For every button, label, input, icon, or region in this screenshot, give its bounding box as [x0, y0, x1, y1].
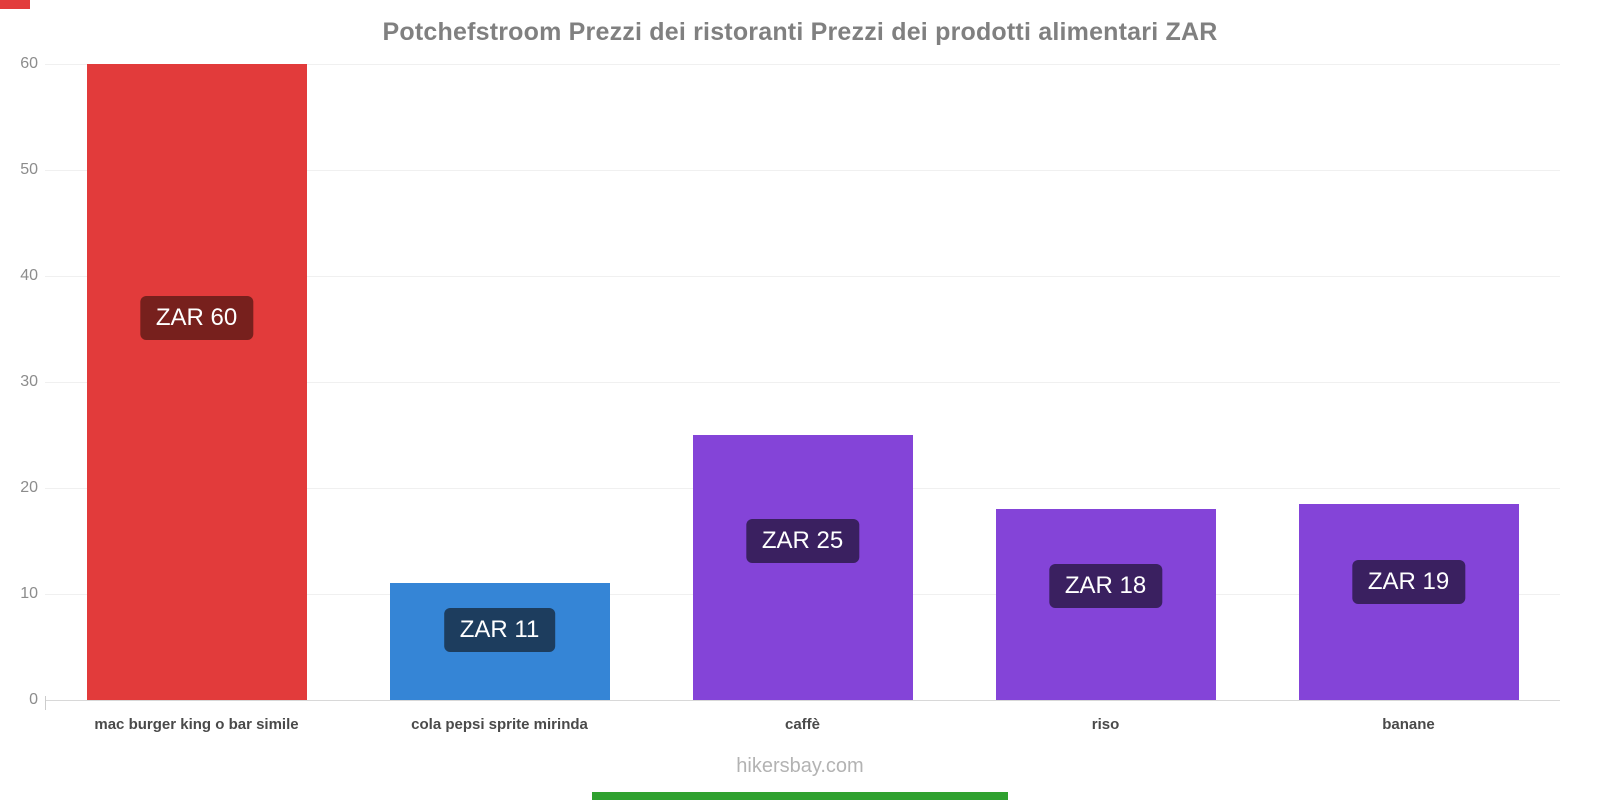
y-axis-tick-label: 50 — [20, 161, 38, 178]
bar-value-badge: ZAR 11 — [443, 608, 556, 653]
x-axis-category-label: cola pepsi sprite mirinda — [411, 716, 588, 733]
chart-title: Potchefstroom Prezzi dei ristoranti Prez… — [382, 18, 1218, 46]
x-axis-baseline — [45, 699, 1560, 701]
bar-value-badge: ZAR 25 — [745, 519, 860, 563]
y-axis-tick-label: 60 — [20, 55, 38, 72]
y-axis-tick-label: 20 — [20, 479, 38, 496]
y-axis-tick-label: 30 — [20, 373, 38, 390]
bar-value-badge: ZAR 60 — [139, 296, 254, 341]
bar-value-badge: ZAR 18 — [1048, 563, 1163, 608]
origin-tick — [45, 696, 46, 710]
y-axis-tick-label: 0 — [29, 691, 38, 708]
gridline — [45, 381, 1560, 383]
top-left-decor — [0, 0, 30, 9]
gridline — [45, 275, 1560, 277]
gridline — [45, 169, 1560, 171]
footer-watermark: hikersbay.com — [736, 755, 864, 777]
x-axis-category-label: caffè — [784, 716, 821, 733]
x-axis-category-label: mac burger king o bar simile — [94, 716, 299, 733]
bar-3[interactable] — [692, 435, 913, 700]
y-axis-tick-label: 40 — [20, 267, 38, 284]
x-axis-category-label: riso — [1091, 716, 1120, 733]
y-axis-tick-label: 10 — [20, 585, 38, 602]
bottom-green-strip — [592, 792, 1008, 800]
bar-1[interactable] — [86, 64, 307, 700]
bar-value-badge: ZAR 19 — [1351, 560, 1466, 605]
gridline — [45, 63, 1560, 65]
x-axis-category-label: banane — [1382, 716, 1435, 733]
